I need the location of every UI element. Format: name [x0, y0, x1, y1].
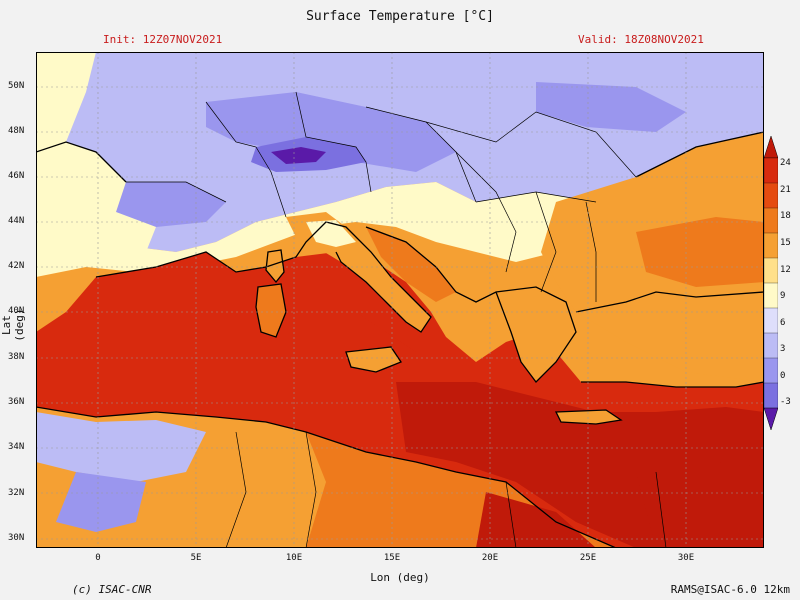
x-tick-label: 15E [383, 553, 401, 563]
tyrrhenian-sea [336, 277, 446, 352]
colorbar-tick: -3 [780, 397, 791, 407]
adriatic-sea [366, 227, 456, 302]
colorbar-tick: 15 [780, 238, 791, 248]
temperature-map [36, 52, 764, 548]
colorbar-tick: 9 [780, 291, 786, 301]
x-tick-label: 20E [481, 553, 499, 563]
x-tick-label: 30E [677, 553, 695, 563]
valid-time: Valid: 18Z08NOV2021 [578, 33, 704, 46]
crete [556, 410, 621, 424]
copyright-label: (c) ISAC-CNR [72, 583, 152, 596]
colorbar-tick: 6 [780, 318, 786, 328]
west-mild [36, 52, 96, 152]
colorbar-tick: 18 [780, 211, 791, 221]
y-tick-label: 48N [8, 126, 25, 136]
y-tick-label: 50N [8, 81, 25, 91]
colorbar-tick: 12 [780, 265, 791, 275]
colorbar-segment [764, 282, 778, 309]
corsica [266, 250, 284, 282]
east-europe-cold [536, 82, 686, 132]
colorbar-segment [764, 232, 778, 259]
y-tick-label: 36N [8, 397, 25, 407]
france-cold [116, 182, 226, 227]
chart-title: Surface Temperature [°C] [306, 9, 494, 24]
x-axis-label: Lon (deg) [370, 571, 430, 584]
colorbar-segment [764, 182, 778, 209]
map-canvas [36, 52, 764, 548]
colorbar-segment [764, 207, 778, 234]
colorbar-tick: 0 [780, 371, 786, 381]
model-label: RAMS@ISAC-6.0 12km [670, 583, 790, 596]
colorbar-segment [764, 257, 778, 284]
y-tick-label: 34N [8, 442, 25, 452]
y-tick-label: 38N [8, 352, 25, 362]
colorbar-bottom-arrow [764, 407, 778, 430]
libya-hot [476, 492, 596, 548]
colorbar-tick: 24 [780, 158, 791, 168]
y-tick-label: 32N [8, 488, 25, 498]
mild-band [36, 177, 636, 277]
atlas-colder [56, 472, 146, 532]
x-tick-label: 5E [190, 553, 202, 563]
colorbar-top-arrow [764, 136, 778, 159]
y-tick-label: 42N [8, 261, 25, 271]
y-tick-label: 46N [8, 171, 25, 181]
anatolia-warmer [636, 217, 764, 287]
coastlines [36, 131, 764, 548]
init-time: Init: 12Z07NOV2021 [103, 33, 223, 46]
grid-lines [36, 52, 764, 548]
colorbar-segment [764, 157, 778, 184]
colorbar [764, 136, 778, 430]
sardinia [256, 284, 286, 337]
y-tick-label: 44N [8, 216, 25, 226]
x-tick-label: 25E [579, 553, 597, 563]
north-italy-mild [306, 220, 356, 247]
colorbar-tick: 21 [780, 185, 791, 195]
colorbar-segments [764, 136, 778, 430]
y-tick-label: 30N [8, 533, 25, 543]
colorbar-segment [764, 382, 778, 409]
atlas-cold [36, 412, 206, 482]
map-frame [36, 52, 764, 548]
y-tick-label: 40N [8, 306, 25, 316]
alps-coldest [271, 147, 326, 164]
colorbar-tick: 3 [780, 344, 786, 354]
country-borders [126, 91, 667, 548]
egypt-hot [636, 462, 764, 548]
x-tick-label: 0 [95, 553, 101, 563]
y-axis-label: Lat (deg) [0, 308, 26, 342]
colorbar-segment [764, 332, 778, 359]
iberia-north [36, 142, 156, 272]
colorbar-segment [764, 357, 778, 384]
x-tick-label: 10E [285, 553, 303, 563]
sicily [346, 347, 401, 372]
colorbar-segment [764, 307, 778, 334]
